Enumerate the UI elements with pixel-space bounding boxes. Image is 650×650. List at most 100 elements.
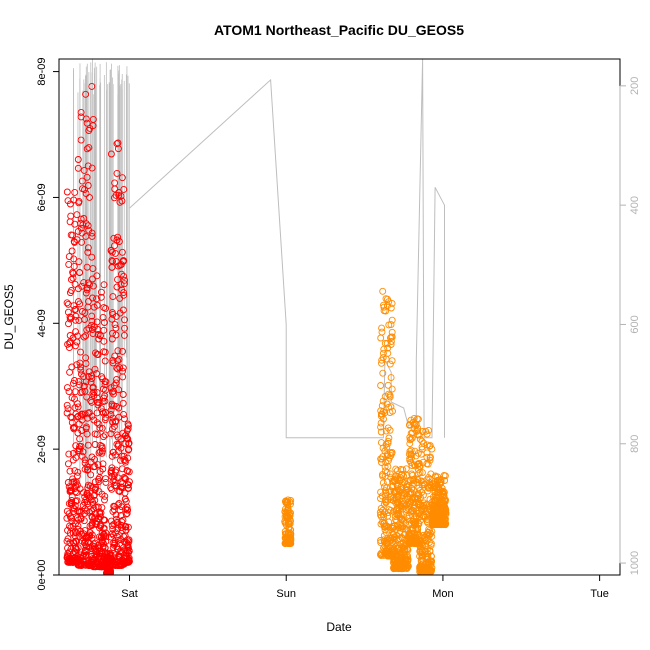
- data-point: [385, 434, 393, 442]
- data-point: [85, 368, 93, 376]
- data-point: [120, 185, 128, 193]
- data-point: [92, 545, 100, 552]
- data-point: [121, 489, 129, 497]
- data-point: [113, 440, 121, 448]
- data-point: [67, 487, 75, 495]
- data-point: [384, 381, 392, 389]
- data-point: [84, 182, 92, 189]
- data-point: [63, 409, 71, 417]
- data-point: [120, 272, 128, 280]
- data-point: [115, 189, 123, 196]
- data-point: [72, 316, 80, 324]
- data-point: [390, 548, 398, 556]
- data-point: [422, 547, 429, 555]
- data-point: [121, 457, 129, 464]
- data-point: [84, 162, 92, 170]
- data-point: [79, 185, 86, 193]
- data-point: [77, 348, 84, 356]
- data-point: [383, 484, 391, 492]
- data-point: [410, 477, 418, 485]
- data-point: [108, 467, 115, 474]
- data-point: [112, 324, 120, 332]
- data-point: [414, 424, 422, 432]
- data-point: [97, 522, 105, 530]
- data-point: [108, 485, 116, 493]
- data-point: [401, 545, 409, 553]
- data-point: [84, 539, 92, 547]
- data-point: [91, 365, 99, 373]
- data-point: [115, 552, 123, 560]
- right-tick-label: 1000: [629, 551, 641, 575]
- data-point: [114, 545, 122, 553]
- y-tick-label: 2e-09: [36, 435, 48, 463]
- data-point: [70, 255, 78, 263]
- data-point: [424, 474, 432, 482]
- data-point: [96, 474, 103, 482]
- data-point: [393, 506, 400, 514]
- data-point: [120, 331, 128, 339]
- data-point: [440, 520, 448, 527]
- data-point: [440, 488, 448, 496]
- data-point: [75, 316, 83, 324]
- data-point: [409, 496, 416, 504]
- data-point: [89, 122, 97, 130]
- data-point: [77, 551, 85, 559]
- data-point: [83, 145, 91, 153]
- data-point: [71, 502, 79, 509]
- data-point: [409, 476, 417, 484]
- data-point: [379, 397, 387, 405]
- data-point: [93, 548, 101, 556]
- data-point: [98, 536, 106, 544]
- data-point: [65, 344, 73, 352]
- data-point: [96, 508, 104, 516]
- data-point: [73, 472, 81, 480]
- data-point: [84, 441, 92, 449]
- data-point: [125, 558, 133, 566]
- data-point: [75, 555, 83, 563]
- data-point: [71, 220, 79, 228]
- data-point: [96, 510, 104, 518]
- data-point: [100, 319, 108, 326]
- data-point: [387, 304, 395, 312]
- data-point: [126, 557, 133, 565]
- data-point: [63, 299, 71, 307]
- data-point: [66, 529, 74, 537]
- data-point: [91, 496, 99, 504]
- data-point: [111, 321, 119, 329]
- data-point: [109, 293, 117, 301]
- data-point: [91, 455, 99, 463]
- data-point: [79, 502, 87, 509]
- data-point: [88, 312, 96, 320]
- data-point: [99, 313, 107, 321]
- data-point: [73, 211, 81, 219]
- data-point: [394, 492, 402, 499]
- data-point: [77, 527, 84, 535]
- data-point: [71, 404, 79, 412]
- data-point: [115, 413, 123, 421]
- data-point: [94, 401, 102, 409]
- data-point: [419, 513, 427, 520]
- data-point: [408, 434, 416, 442]
- data-point: [88, 412, 96, 420]
- x-axis-label: Date: [326, 620, 352, 634]
- data-point: [82, 190, 90, 198]
- data-point: [92, 510, 99, 518]
- data-point: [392, 516, 399, 524]
- data-point: [66, 522, 73, 530]
- data-point: [83, 430, 91, 438]
- data-point: [79, 448, 87, 456]
- data-point: [82, 232, 90, 240]
- data-point: [122, 432, 130, 439]
- data-point: [123, 466, 131, 474]
- data-point: [399, 515, 407, 523]
- data-point: [123, 435, 131, 443]
- data-point: [387, 333, 395, 341]
- data-point: [64, 405, 72, 413]
- data-point: [83, 463, 91, 471]
- data-point: [90, 416, 98, 424]
- data-point: [381, 339, 389, 347]
- data-point: [68, 414, 76, 422]
- data-point: [390, 541, 398, 549]
- data-point: [413, 512, 421, 520]
- data-point: [87, 378, 95, 386]
